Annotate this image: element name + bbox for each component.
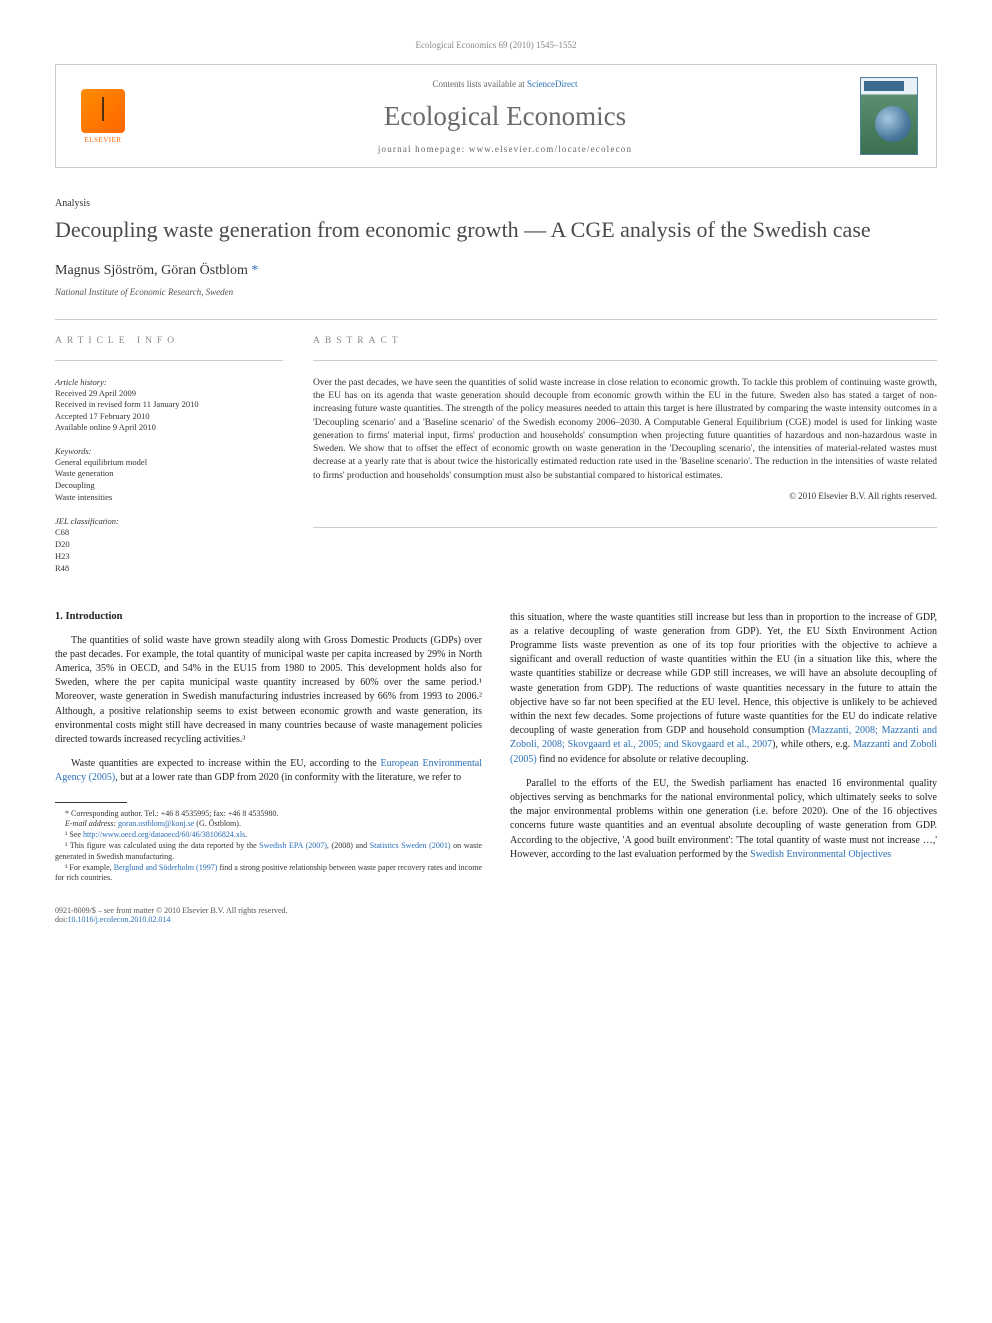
jel-item: C68	[55, 527, 283, 539]
body-paragraph: The quantities of solid waste have grown…	[55, 634, 482, 748]
body-text-span: , but at a lower rate than GDP from 2020…	[115, 772, 461, 783]
footnote-3: ³ For example, Berglund and Söderholm (1…	[55, 863, 482, 885]
email-link[interactable]: goran.ostblom@konj.se	[118, 819, 194, 828]
journal-header-box: ELSEVIER Contents lists available at Sci…	[55, 64, 937, 168]
elsevier-logo: ELSEVIER	[74, 84, 132, 148]
journal-cover-thumbnail	[860, 77, 918, 155]
article-title: Decoupling waste generation from economi…	[55, 215, 937, 245]
doi-prefix: doi:	[55, 915, 67, 924]
section-divider	[55, 319, 937, 320]
page-footer: 0921-8009/$ – see front matter © 2010 El…	[55, 906, 937, 924]
corresponding-footnote: * Corresponding author. Tel.: +46 8 4535…	[55, 809, 482, 820]
article-history-text: Received 29 April 2009Received in revise…	[55, 388, 283, 434]
journal-header-center: Contents lists available at ScienceDirec…	[150, 79, 860, 154]
keyword-item: Waste intensities	[55, 492, 283, 504]
footnote-link[interactable]: Statistics Sweden (2001)	[370, 841, 451, 850]
info-abstract-row: article info Article history: Received 2…	[55, 336, 937, 575]
doi-link[interactable]: 10.1016/j.ecolecon.2010.02.014	[67, 915, 170, 924]
email-label: E-mail address:	[65, 819, 116, 828]
footnote-link[interactable]: Berglund and Söderholm (1997)	[114, 863, 218, 872]
footnote-1: ¹ See http://www.oecd.org/dataoecd/60/46…	[55, 830, 482, 841]
author-names: Magnus Sjöström, Göran Östblom	[55, 263, 248, 278]
abstract-heading: abstract	[313, 336, 937, 346]
body-right-column: this situation, where the waste quantiti…	[510, 611, 937, 884]
body-paragraph: this situation, where the waste quantiti…	[510, 611, 937, 767]
footnote-text: ² This figure was calculated using the d…	[65, 841, 259, 850]
body-paragraph: Waste quantities are expected to increas…	[55, 757, 482, 785]
sciencedirect-link[interactable]: ScienceDirect	[527, 79, 577, 89]
abstract-column: abstract Over the past decades, we have …	[313, 336, 937, 575]
email-who: (G. Östblom).	[194, 819, 241, 828]
body-text-span: this situation, where the waste quantiti…	[510, 612, 937, 737]
keyword-item: Decoupling	[55, 480, 283, 492]
body-text-span: Parallel to the efforts of the EU, the S…	[510, 778, 937, 860]
running-header: Ecological Economics 69 (2010) 1545–1552	[55, 40, 937, 50]
footnote-text: , (2008) and	[327, 841, 370, 850]
email-footnote: E-mail address: goran.ostblom@konj.se (G…	[55, 819, 482, 830]
contents-lists-line: Contents lists available at ScienceDirec…	[150, 79, 860, 89]
article-info-column: article info Article history: Received 2…	[55, 336, 283, 575]
footnote-text: ³ For example,	[65, 863, 114, 872]
jel-item: D20	[55, 539, 283, 551]
article-type-label: Analysis	[55, 198, 937, 209]
body-text-span: find no evidence for absolute or relativ…	[537, 754, 749, 765]
section-number: 1.	[55, 611, 63, 622]
elsevier-tree-icon	[81, 89, 125, 133]
footnote-link[interactable]: http://www.oecd.org/dataoecd/60/46/38106…	[83, 830, 245, 839]
abstract-divider-bottom	[313, 527, 937, 528]
elsevier-label: ELSEVIER	[84, 136, 121, 144]
body-text-span: Waste quantities are expected to increas…	[71, 758, 380, 769]
corresponding-author-marker[interactable]: *	[251, 263, 258, 278]
abstract-divider-top	[313, 360, 937, 361]
affiliation: National Institute of Economic Research,…	[55, 287, 937, 297]
footnote-link[interactable]: Swedish EPA (2007)	[259, 841, 327, 850]
journal-name: Ecological Economics	[150, 101, 860, 132]
abstract-copyright: © 2010 Elsevier B.V. All rights reserved…	[313, 491, 937, 501]
section-title: Introduction	[66, 611, 123, 622]
jel-heading: JEL classification:	[55, 516, 283, 526]
journal-homepage-line: journal homepage: www.elsevier.com/locat…	[150, 144, 860, 154]
contents-lists-text: Contents lists available at	[433, 79, 527, 89]
body-two-column: 1. Introduction The quantities of solid …	[55, 611, 937, 884]
keyword-item: Waste generation	[55, 468, 283, 480]
front-matter-line: 0921-8009/$ – see front matter © 2010 El…	[55, 906, 288, 915]
keyword-item: General equilibrium model	[55, 457, 283, 469]
footnote-text: .	[245, 830, 247, 839]
body-paragraph: Parallel to the efforts of the EU, the S…	[510, 777, 937, 862]
citation-link[interactable]: Swedish Environmental Objectives	[750, 849, 891, 860]
doi-line: doi:10.1016/j.ecolecon.2010.02.014	[55, 915, 288, 924]
abstract-text: Over the past decades, we have seen the …	[313, 377, 937, 483]
footnote-separator	[55, 802, 127, 803]
author-list: Magnus Sjöström, Göran Östblom *	[55, 263, 937, 279]
info-divider	[55, 360, 283, 361]
body-left-column: 1. Introduction The quantities of solid …	[55, 611, 482, 884]
article-info-heading: article info	[55, 336, 283, 346]
keywords-list: General equilibrium modelWaste generatio…	[55, 457, 283, 505]
keywords-heading: Keywords:	[55, 446, 283, 456]
section-heading: 1. Introduction	[55, 611, 482, 622]
footnote-2: ² This figure was calculated using the d…	[55, 841, 482, 863]
footnote-text: ¹ See	[65, 830, 83, 839]
body-text-span: ), while others, e.g.	[772, 739, 853, 750]
jel-item: R48	[55, 563, 283, 575]
jel-item: H23	[55, 551, 283, 563]
jel-list: C68D20H23R48	[55, 527, 283, 575]
article-history-heading: Article history:	[55, 377, 283, 387]
footer-left: 0921-8009/$ – see front matter © 2010 El…	[55, 906, 288, 924]
